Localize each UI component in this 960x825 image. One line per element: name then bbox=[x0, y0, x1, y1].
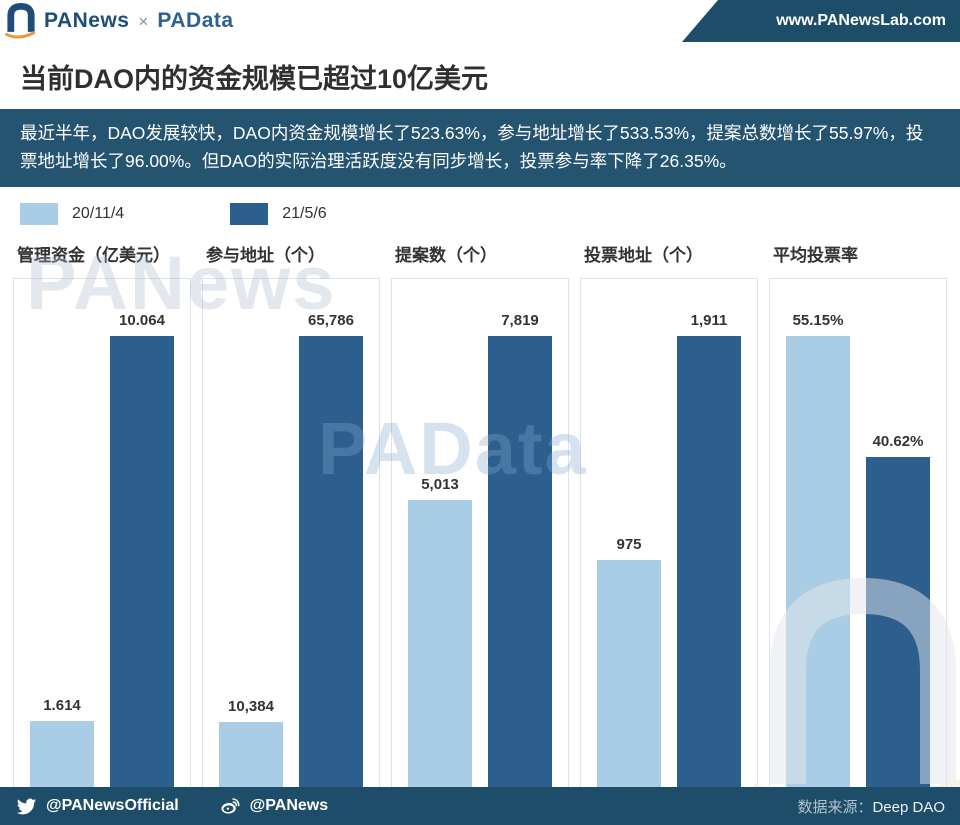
chart-panel: 管理资金（亿美元） 1.614 10.064 bbox=[13, 231, 191, 798]
bar-2021 bbox=[299, 335, 363, 794]
header-bar: PANews × PAData www.PANewsLab.com bbox=[0, 0, 960, 42]
bar-value-label: 1.614 bbox=[43, 696, 81, 714]
bar-group: 65,786 bbox=[299, 312, 363, 794]
bar-2021 bbox=[110, 335, 174, 794]
bar-group: 7,819 bbox=[488, 312, 552, 794]
legend: 20/11/4 21/5/6 bbox=[0, 187, 960, 227]
bar-group: 1.614 bbox=[30, 697, 94, 794]
bar-value-label: 40.62% bbox=[872, 432, 924, 450]
bar-2020 bbox=[219, 721, 283, 794]
chart-panel: 投票地址（个） 975 1,911 bbox=[580, 231, 758, 798]
bar-2020 bbox=[786, 335, 850, 794]
bar-group: 975 bbox=[597, 536, 661, 794]
legend-swatch-light bbox=[20, 202, 58, 225]
brand-row: PANews × PAData bbox=[44, 9, 234, 33]
bar-value-label: 1,911 bbox=[690, 311, 728, 329]
bar-2020 bbox=[408, 499, 472, 794]
bar-value-label: 10.064 bbox=[119, 311, 165, 329]
bar-2021 bbox=[677, 335, 741, 794]
bar-value-label: 10,384 bbox=[228, 697, 274, 715]
brand-panews: PANews bbox=[44, 9, 130, 32]
chart-row: 管理资金（亿美元） 1.614 10.064 参与地址（个） 10,384 65… bbox=[0, 227, 960, 798]
page-title: 当前DAO内的资金规模已超过10亿美元 bbox=[20, 64, 489, 94]
weibo-link[interactable]: @PANews bbox=[219, 795, 328, 817]
data-source: 数据来源：Deep DAO bbox=[797, 796, 945, 817]
chart-panel: 提案数（个） 5,013 7,819 bbox=[391, 231, 569, 798]
panel-box: 5,013 7,819 bbox=[391, 277, 569, 798]
subtitle-strip: 最近半年，DAO发展较快，DAO内资金规模增长了523.63%，参与地址增长了5… bbox=[0, 109, 960, 187]
footer-bar: @PANewsOfficial @PANews 数据来源：Deep DAO bbox=[0, 787, 960, 825]
bar-group: 10.064 bbox=[110, 312, 174, 794]
panel-title: 提案数（个） bbox=[395, 245, 497, 265]
twitter-link[interactable]: @PANewsOfficial bbox=[16, 796, 179, 817]
panel-box: 975 1,911 bbox=[580, 277, 758, 798]
data-source-label: 数据来源： bbox=[797, 798, 873, 816]
bar-group: 5,013 bbox=[408, 476, 472, 794]
bar-2021 bbox=[488, 335, 552, 794]
legend-swatch-dark bbox=[230, 202, 269, 225]
bar-value-label: 5,013 bbox=[421, 475, 459, 493]
panel-box: 1.614 10.064 bbox=[13, 277, 191, 798]
twitter-icon bbox=[16, 796, 37, 817]
chart-panel: 平均投票率 55.15% 40.62% bbox=[769, 231, 947, 798]
weibo-handle: @PANews bbox=[249, 797, 329, 814]
bar-group: 10,384 bbox=[219, 698, 283, 794]
brand-separator: × bbox=[138, 12, 149, 31]
legend-item-2020: 20/11/4 bbox=[20, 202, 125, 225]
legend-label: 21/5/6 bbox=[282, 204, 327, 222]
bar-group: 55.15% bbox=[786, 312, 850, 794]
twitter-handle: @PANewsOfficial bbox=[46, 797, 179, 814]
panel-title: 参与地址（个） bbox=[206, 245, 325, 265]
bar-group: 40.62% bbox=[866, 433, 930, 794]
weibo-icon bbox=[219, 795, 241, 817]
panel-title: 投票地址（个） bbox=[584, 245, 703, 265]
bar-value-label: 7,819 bbox=[501, 311, 539, 329]
legend-label: 20/11/4 bbox=[72, 204, 125, 222]
bar-value-label: 55.15% bbox=[792, 311, 844, 329]
panel-title: 管理资金（亿美元） bbox=[17, 245, 170, 265]
panel-title: 平均投票率 bbox=[773, 245, 858, 265]
bar-2021 bbox=[866, 456, 930, 794]
bar-2020 bbox=[597, 559, 661, 794]
bar-2020 bbox=[30, 720, 94, 794]
bar-value-label: 975 bbox=[616, 535, 642, 553]
bar-value-label: 65,786 bbox=[308, 311, 354, 329]
bar-group: 1,911 bbox=[677, 312, 741, 794]
data-source-value: Deep DAO bbox=[872, 798, 945, 816]
panews-logo-icon bbox=[4, 1, 38, 44]
panel-box: 55.15% 40.62% bbox=[769, 277, 947, 798]
chart-panel: 参与地址（个） 10,384 65,786 bbox=[202, 231, 380, 798]
brand-padata: PAData bbox=[157, 9, 234, 32]
header-right-banner: www.PANewsLab.com bbox=[682, 0, 960, 42]
panel-box: 10,384 65,786 bbox=[202, 277, 380, 798]
website-link[interactable]: www.PANewsLab.com bbox=[776, 12, 946, 29]
legend-item-2021: 21/5/6 bbox=[230, 202, 327, 225]
